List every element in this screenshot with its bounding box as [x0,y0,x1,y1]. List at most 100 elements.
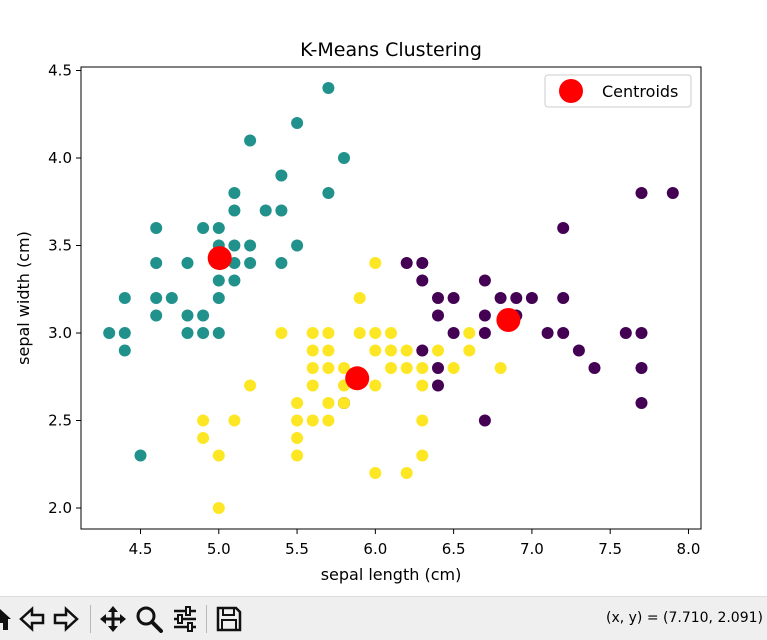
data-point-cluster-2 [306,414,319,427]
data-point-cluster-1 [181,257,194,269]
y-axis-ticks: 2.0 2.5 3.0 3.5 4.0 4.5 [48,62,81,517]
zoom-icon[interactable] [135,605,163,633]
data-point-cluster-2 [306,344,319,357]
legend-frame [544,74,692,108]
data-point-cluster-0 [447,327,460,339]
data-point-cluster-0 [572,344,585,357]
data-point-cluster-1 [150,222,163,234]
legend-marker-centroids [559,79,583,103]
y-axis-label: sepal width (cm) [14,231,33,365]
data-point-cluster-1 [181,309,194,322]
pan-icon[interactable] [99,605,127,633]
y-tick-label: 4.0 [48,149,72,167]
data-point-cluster-1 [118,292,131,304]
data-point-cluster-1 [150,309,163,322]
data-point-cluster-1 [228,239,241,252]
data-point-cluster-2 [322,327,335,339]
data-point-cluster-2 [400,362,413,374]
data-point-cluster-2 [369,467,382,479]
centroid-marker-1 [496,308,521,332]
x-axis-label: sepal length (cm) [321,565,462,584]
data-point-cluster-1 [181,327,194,339]
data-point-cluster-1 [322,82,335,94]
legend: Centroids [544,74,692,108]
data-point-cluster-2 [212,449,225,462]
data-point-cluster-0 [478,414,491,427]
data-point-cluster-2 [291,449,304,462]
data-point-cluster-2 [385,362,397,374]
data-point-cluster-2 [369,379,382,392]
data-point-cluster-2 [416,379,429,392]
data-point-cluster-2 [306,327,319,339]
save-icon[interactable] [215,605,243,633]
data-point-cluster-2 [322,344,335,357]
data-point-cluster-0 [416,274,429,287]
data-point-cluster-0 [557,292,570,304]
data-point-cluster-1 [244,257,257,269]
data-point-cluster-1 [228,274,241,287]
y-tick-label: 4.5 [48,62,72,80]
data-point-cluster-0 [557,327,570,339]
data-point-cluster-0 [432,309,444,322]
data-point-cluster-2 [306,362,319,374]
x-tick-label: 6.5 [442,540,466,558]
data-point-cluster-2 [400,467,413,479]
home-icon[interactable] [0,605,14,633]
data-point-cluster-2 [416,362,429,374]
data-point-cluster-2 [353,327,366,339]
data-point-cluster-1 [197,327,210,339]
points-layer [103,82,679,514]
data-point-cluster-2 [494,362,507,374]
data-point-cluster-2 [291,432,304,444]
configure-subplots-icon[interactable] [171,605,199,633]
data-point-cluster-1 [275,204,288,217]
back-icon[interactable] [18,605,46,633]
data-point-cluster-0 [478,327,491,339]
data-point-cluster-0 [635,327,648,339]
legend-label-centroids: Centroids [602,82,678,101]
data-point-cluster-1 [275,257,288,269]
data-point-cluster-1 [212,274,225,287]
data-point-cluster-2 [275,327,288,339]
figure-canvas: K-Means Clustering 4.5 5.0 5.5 6.0 6.5 7.0 7.5… [14,39,702,584]
data-point-cluster-1 [212,222,225,234]
x-tick-label: 7.5 [598,540,622,558]
data-point-cluster-2 [322,397,335,409]
data-point-cluster-2 [197,414,210,427]
x-tick-label: 6.0 [363,540,387,558]
data-point-cluster-2 [228,414,241,427]
data-point-cluster-1 [165,292,178,304]
data-point-cluster-1 [244,239,257,252]
data-point-cluster-2 [369,344,382,357]
data-point-cluster-0 [400,257,413,269]
data-point-cluster-0 [447,292,460,304]
data-point-cluster-1 [103,327,116,339]
data-point-cluster-2 [369,327,382,339]
data-point-cluster-0 [416,257,429,269]
data-point-cluster-2 [416,414,429,427]
data-point-cluster-0 [478,274,491,287]
data-point-cluster-1 [134,449,147,462]
data-point-cluster-2 [244,379,257,392]
data-point-cluster-1 [212,292,225,304]
data-point-cluster-1 [197,309,210,322]
forward-icon[interactable] [52,605,80,633]
data-point-cluster-1 [338,152,350,164]
data-point-cluster-2 [291,414,304,427]
data-point-cluster-0 [635,362,648,374]
toolbar-separator [206,605,207,633]
data-point-cluster-0 [525,292,538,304]
y-tick-label: 3.0 [48,324,72,342]
data-point-cluster-0 [416,344,429,357]
data-point-cluster-2 [463,327,476,339]
data-point-cluster-0 [619,327,632,339]
data-point-cluster-2 [463,344,476,357]
data-point-cluster-1 [118,327,131,339]
data-point-cluster-2 [322,414,335,427]
data-point-cluster-2 [369,257,382,269]
data-point-cluster-2 [385,344,397,357]
data-point-cluster-2 [416,449,429,462]
data-point-cluster-1 [275,169,288,182]
plot-area [80,66,702,530]
data-point-cluster-0 [432,362,444,374]
